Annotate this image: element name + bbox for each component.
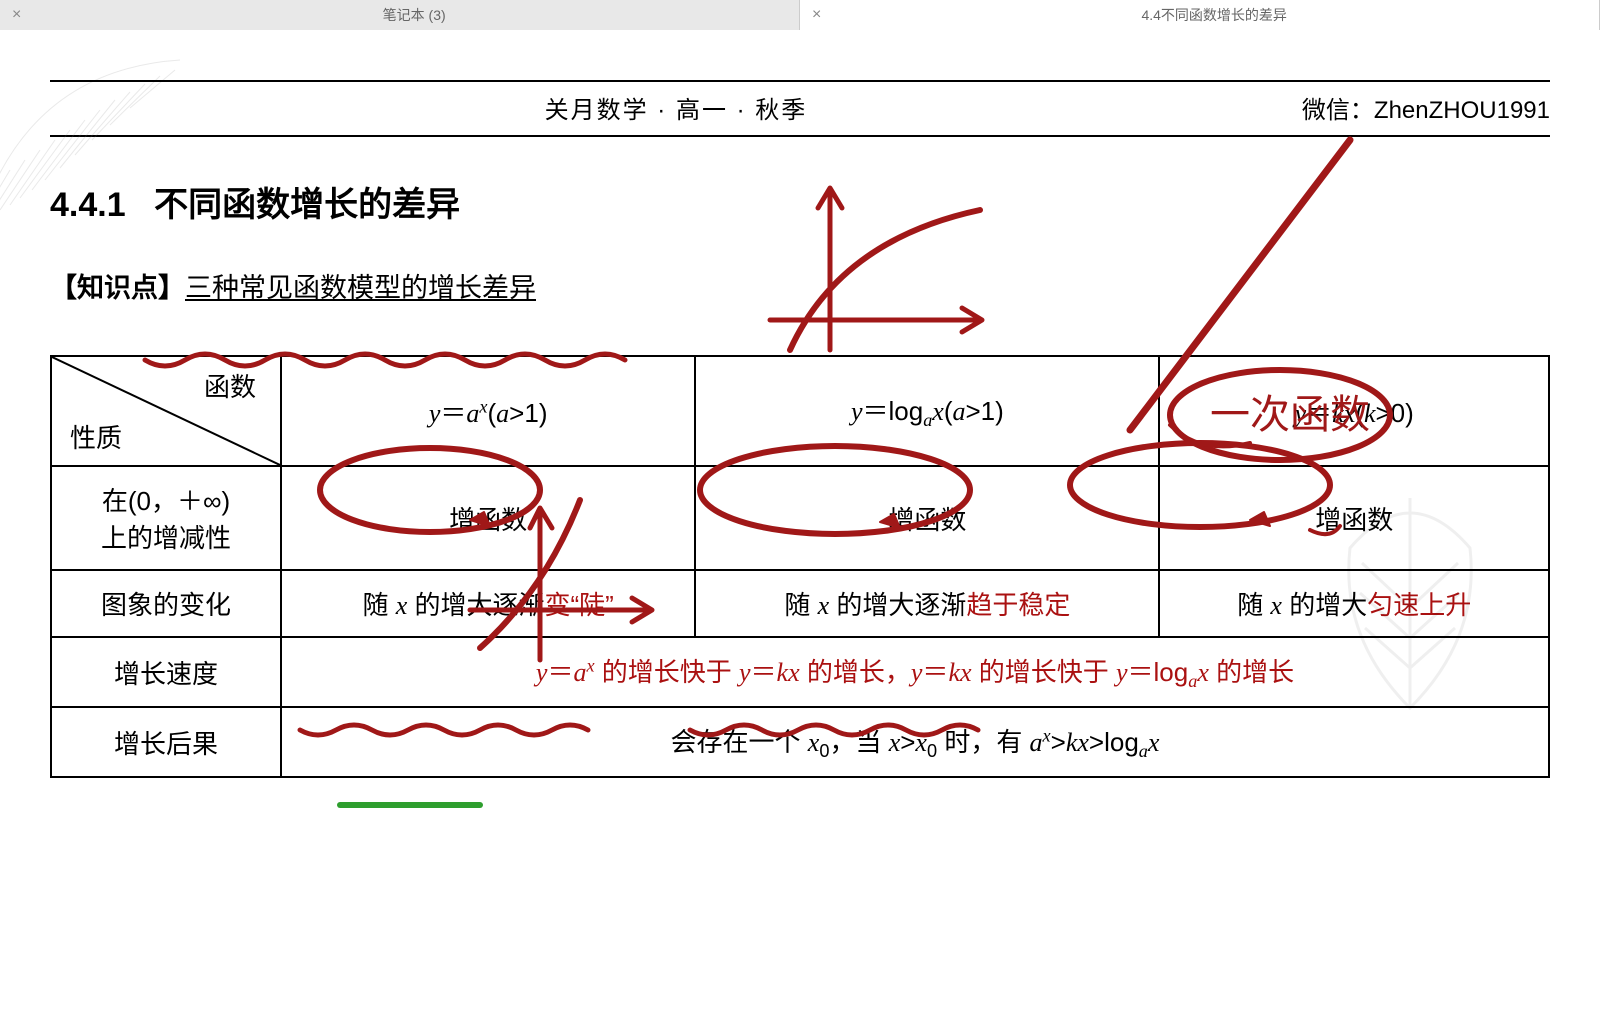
col-head-2: y＝logax(a>1) — [695, 356, 1159, 466]
row2-head: 图象的变化 — [51, 570, 281, 637]
tab-notebook[interactable]: × 笔记本 (3) — [0, 0, 800, 30]
section-number: 4.4.1 — [50, 186, 126, 224]
row3-head: 增长速度 — [51, 637, 281, 707]
row4-merged: 会存在一个 x0，当 x>x0 时，有 ax>kx>logax — [281, 707, 1549, 777]
col-head-1: y＝ax(a>1) — [281, 356, 695, 466]
kp-tag: 【知识点】 — [50, 273, 185, 303]
header-center: 关月数学 · 高一 · 秋季 — [50, 90, 1302, 125]
tab-title-right: 4.4不同函数增长的差异 — [841, 5, 1587, 25]
corner-bot: 性质 — [70, 418, 122, 455]
row1-head: 在(0，＋∞)上的增减性 — [51, 466, 281, 570]
function-comparison-table: 函数 性质 y＝ax(a>1) y＝logax(a>1) y＝kx(k>0) 在… — [50, 355, 1550, 778]
tab-bar: × 笔记本 (3) × 4.4不同函数增长的差异 — [0, 0, 1600, 30]
header-rule-top — [50, 80, 1550, 82]
section-heading: 4.4.1 不同函数增长的差异 — [50, 177, 1550, 226]
page-header: 关月数学 · 高一 · 秋季 微信：ZhenZHOU1991 — [50, 90, 1550, 137]
tab-lesson[interactable]: × 4.4不同函数增长的差异 — [800, 0, 1600, 30]
tab-title-left: 笔记本 (3) — [41, 5, 787, 25]
row2-c1: 随 x 的增大逐渐变“陡” — [281, 570, 695, 637]
kp-text: 三种常见函数模型的增长差异 — [185, 273, 536, 303]
section-title: 不同函数增长的差异 — [154, 186, 460, 224]
close-icon[interactable]: × — [12, 6, 21, 24]
close-icon[interactable]: × — [812, 6, 821, 24]
corner-top: 函数 — [204, 367, 256, 404]
knowledge-point: 【知识点】三种常见函数模型的增长差异 — [50, 266, 1550, 305]
row1-c3: 增函数 — [1159, 466, 1549, 570]
row2-c3: 随 x 的增大匀速上升 — [1159, 570, 1549, 637]
row1-c2: 增函数 — [695, 466, 1159, 570]
row2-c2: 随 x 的增大逐渐趋于稳定 — [695, 570, 1159, 637]
document-page: 关月数学 · 高一 · 秋季 微信：ZhenZHOU1991 4.4.1 不同函… — [0, 30, 1600, 778]
corner-cell: 函数 性质 — [51, 356, 281, 466]
row3-merged: y＝ax 的增长快于 y＝kx 的增长，y＝kx 的增长快于 y＝logax 的… — [281, 637, 1549, 707]
col-head-3: y＝kx(k>0) — [1159, 356, 1549, 466]
row1-c1: 增函数 — [281, 466, 695, 570]
header-right: 微信：ZhenZHOU1991 — [1302, 90, 1550, 125]
row4-head: 增长后果 — [51, 707, 281, 777]
